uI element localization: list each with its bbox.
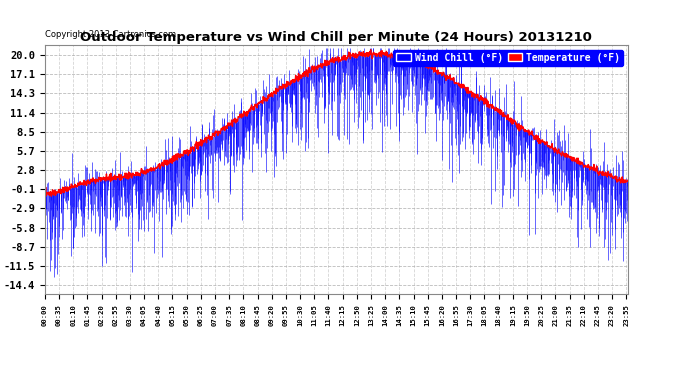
Legend: Wind Chill (°F), Temperature (°F): Wind Chill (°F), Temperature (°F) bbox=[393, 50, 623, 66]
Text: Copyright 2013 Cartronics.com: Copyright 2013 Cartronics.com bbox=[45, 30, 176, 39]
Title: Outdoor Temperature vs Wind Chill per Minute (24 Hours) 20131210: Outdoor Temperature vs Wind Chill per Mi… bbox=[81, 31, 592, 44]
